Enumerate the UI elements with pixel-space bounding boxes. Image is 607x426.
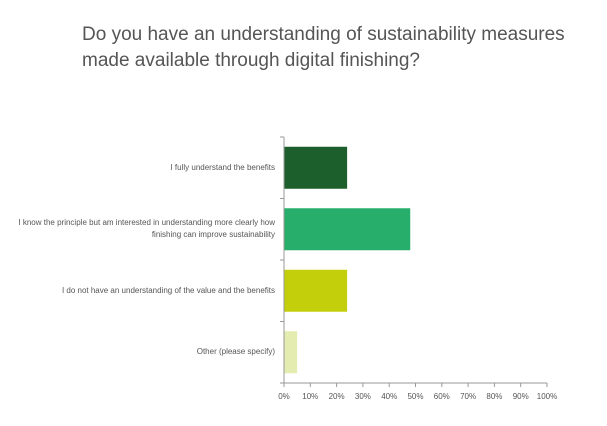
- category-label-1: I know the principle but am interested i…: [18, 218, 275, 240]
- x-tick-label-4: 40%: [381, 392, 397, 401]
- bar-1: [284, 208, 411, 251]
- x-tick-label-3: 30%: [355, 392, 371, 401]
- category-label-3: Other (please specify): [196, 347, 275, 357]
- bar-3: [284, 331, 298, 374]
- category-label-2: I do not have an understanding of the va…: [61, 285, 275, 295]
- x-tick-label-8: 80%: [486, 392, 502, 401]
- x-tick-label-6: 60%: [434, 392, 450, 401]
- bar-0: [284, 146, 348, 189]
- chart-title: Do you have an understanding of sustaina…: [82, 24, 565, 71]
- x-tick-label-9: 90%: [513, 392, 529, 401]
- x-tick-label-0: 0%: [278, 392, 290, 401]
- x-tick-label-5: 50%: [407, 392, 423, 401]
- bar-2: [284, 269, 348, 312]
- x-tick-label-1: 10%: [302, 392, 318, 401]
- x-tick-label-10: 100%: [537, 392, 557, 401]
- x-tick-label-7: 70%: [460, 392, 476, 401]
- x-tick-label-2: 20%: [329, 392, 345, 401]
- category-label-0: I fully understand the benefits: [170, 162, 275, 172]
